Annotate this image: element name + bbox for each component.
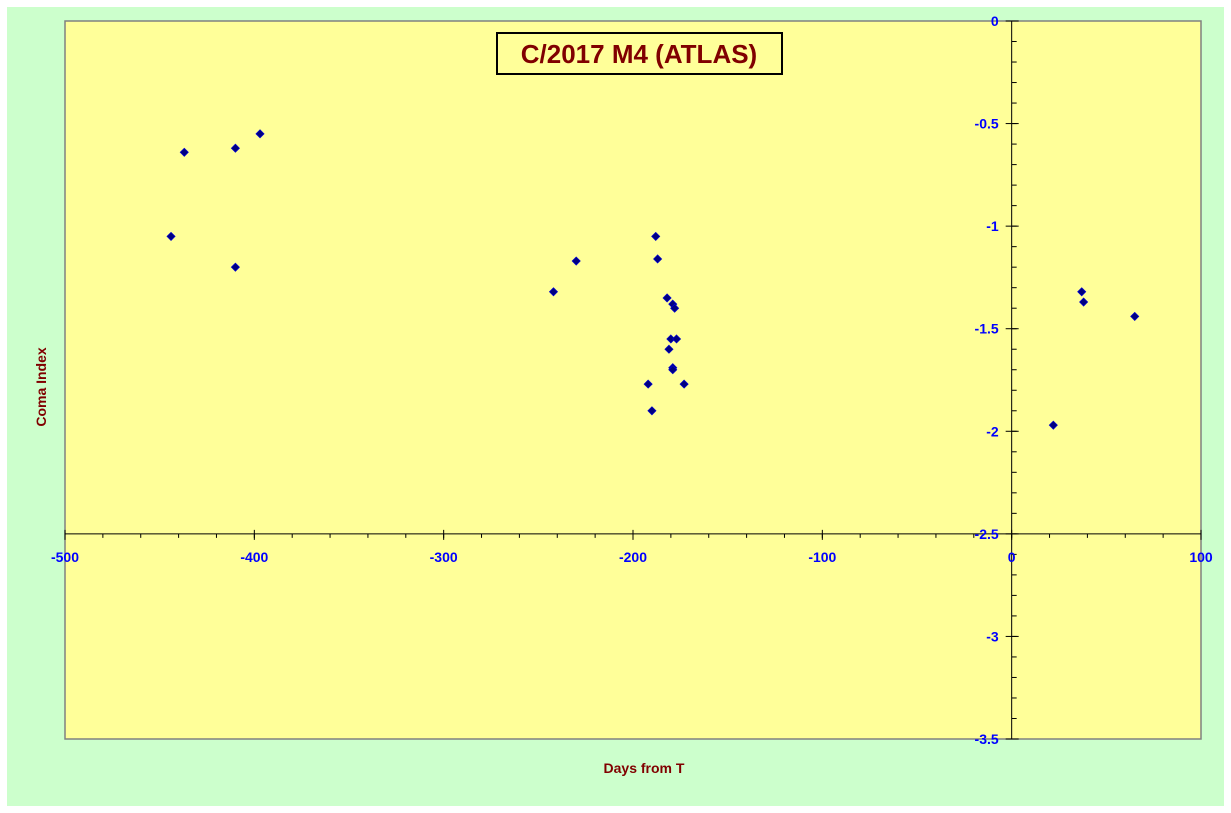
x-tick-label: -200	[619, 549, 647, 565]
y-tick-labels: 0 -0.5 -1 -1.5 -2 -2.5 -3 -3.5	[975, 13, 999, 747]
chart-title: C/2017 M4 (ATLAS)	[521, 39, 757, 69]
y-tick-label: -2.5	[975, 526, 999, 542]
data-point	[653, 254, 663, 264]
data-point	[571, 256, 581, 266]
y-tick-label: -2	[986, 423, 999, 439]
y-tick-label: -3	[986, 628, 999, 644]
data-point	[548, 287, 559, 297]
data-point	[230, 143, 240, 153]
plot-area	[64, 20, 1202, 740]
x-tick-label: 100	[1189, 549, 1213, 565]
data-points	[166, 129, 1140, 430]
data-point	[671, 334, 682, 344]
data-point	[647, 406, 657, 416]
x-tick-label: 0	[1008, 549, 1016, 565]
data-point	[679, 379, 689, 389]
chart-title-box	[496, 32, 783, 75]
data-point	[166, 231, 176, 241]
y-axis-title: Coma Index	[33, 347, 49, 427]
y-tick-label: -1	[986, 218, 999, 234]
data-point	[651, 231, 661, 241]
x-tick-label: -100	[808, 549, 836, 565]
data-point	[230, 262, 240, 272]
x-tick-label: -400	[240, 549, 268, 565]
data-point	[1130, 311, 1140, 321]
y-tick-label: -3.5	[975, 731, 999, 747]
y-tick-label: 0	[991, 13, 999, 29]
data-point	[1048, 420, 1058, 430]
y-tick-label: -0.5	[975, 116, 999, 132]
data-point	[670, 303, 680, 313]
data-point	[255, 129, 265, 139]
x-tick-label: -500	[51, 549, 79, 565]
data-point	[1077, 287, 1087, 297]
data-point	[664, 344, 674, 354]
data-point	[1079, 297, 1089, 307]
x-tick-labels: -500 -400 -300 -200 -100 0 100	[51, 549, 1213, 565]
data-point	[179, 147, 189, 157]
data-point	[668, 365, 678, 375]
y-tick-label: -1.5	[975, 321, 999, 337]
data-point	[662, 293, 672, 303]
x-axis-title: Days from T	[604, 760, 685, 776]
data-point	[643, 379, 653, 389]
x-tick-label: -300	[430, 549, 458, 565]
